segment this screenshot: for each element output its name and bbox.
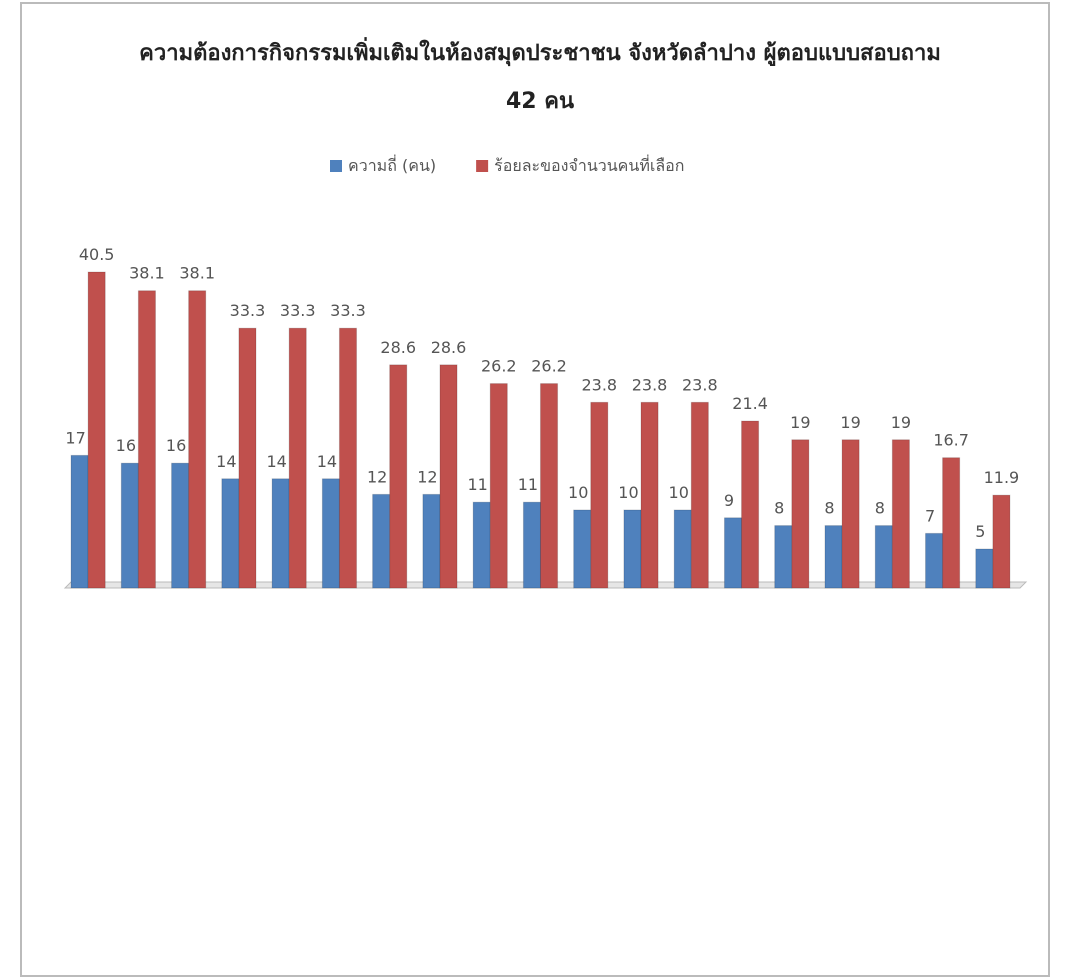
bar — [390, 365, 407, 588]
bar — [892, 440, 909, 588]
bar — [121, 463, 138, 588]
data-label: 16 — [166, 436, 186, 455]
data-label: 14 — [317, 452, 337, 471]
legend-label: ความถี่ (คน) — [348, 154, 436, 175]
bar — [71, 455, 88, 588]
bar — [875, 526, 892, 588]
legend-label: ร้อยละของจำนวนคนที่เลือก — [494, 154, 684, 175]
bar — [691, 402, 708, 588]
data-label: 26.2 — [531, 357, 567, 376]
bar — [842, 440, 859, 588]
data-label: 12 — [417, 467, 437, 486]
data-label: 28.6 — [431, 338, 467, 357]
data-label: 38.1 — [129, 264, 165, 283]
data-label: 38.1 — [179, 264, 215, 283]
bar — [943, 458, 960, 588]
data-label: 19 — [790, 413, 810, 432]
data-label: 16.7 — [933, 431, 969, 450]
data-label: 14 — [266, 452, 286, 471]
data-label: 5 — [975, 522, 985, 541]
bar — [792, 440, 809, 588]
bar — [423, 494, 440, 588]
bar — [993, 495, 1010, 588]
data-label: 8 — [774, 499, 784, 518]
bar — [724, 518, 741, 588]
data-label: 19 — [840, 413, 860, 432]
bar — [473, 502, 490, 588]
bar — [339, 328, 356, 588]
bar — [189, 291, 206, 588]
data-label: 12 — [367, 467, 387, 486]
data-label: 16 — [116, 436, 136, 455]
data-label: 33.3 — [330, 301, 366, 320]
data-label: 17 — [65, 428, 85, 447]
legend-swatch — [330, 160, 342, 172]
data-label: 21.4 — [732, 394, 768, 413]
bar — [138, 291, 155, 588]
bar — [591, 402, 608, 588]
bar — [641, 402, 658, 588]
bar — [289, 328, 306, 588]
data-label: 40.5 — [79, 245, 115, 264]
bar — [239, 328, 256, 588]
data-label: 26.2 — [481, 357, 517, 376]
bar — [373, 494, 390, 588]
bar — [540, 384, 557, 588]
data-label: 19 — [891, 413, 911, 432]
bar — [88, 272, 105, 588]
bar — [490, 384, 507, 588]
bar — [523, 502, 540, 588]
data-label: 33.3 — [280, 301, 316, 320]
bar — [272, 479, 289, 588]
data-label: 23.8 — [632, 375, 668, 394]
data-label: 14 — [216, 452, 236, 471]
data-label: 10 — [669, 483, 689, 502]
page: ความต้องการกิจกรรมเพิ่มเติมในห้องสมุดประ… — [0, 0, 1074, 979]
data-label: 10 — [618, 483, 638, 502]
bar — [775, 526, 792, 588]
data-label: 7 — [925, 506, 935, 525]
bar — [624, 510, 641, 588]
bar — [674, 510, 691, 588]
data-label: 11 — [468, 475, 488, 494]
bar — [172, 463, 189, 588]
bar — [825, 526, 842, 588]
bar — [574, 510, 591, 588]
data-label: 11 — [518, 475, 538, 494]
chart: ความถี่ (คน) ร้อยละของจำนวนคนที่เลือก 17 40… — [0, 0, 1074, 979]
data-label: 8 — [824, 499, 834, 518]
data-label: 10 — [568, 483, 588, 502]
data-label: 23.8 — [581, 375, 617, 394]
data-label: 8 — [875, 499, 885, 518]
legend-swatch — [476, 160, 488, 172]
bar — [926, 533, 943, 588]
data-label: 23.8 — [682, 375, 718, 394]
bar — [222, 479, 239, 588]
bar — [322, 479, 339, 588]
bar — [976, 549, 993, 588]
bar — [440, 365, 457, 588]
data-label: 11.9 — [984, 468, 1020, 487]
bar — [742, 421, 759, 588]
data-label: 28.6 — [380, 338, 416, 357]
data-label: 9 — [724, 491, 734, 510]
data-label: 33.3 — [230, 301, 266, 320]
